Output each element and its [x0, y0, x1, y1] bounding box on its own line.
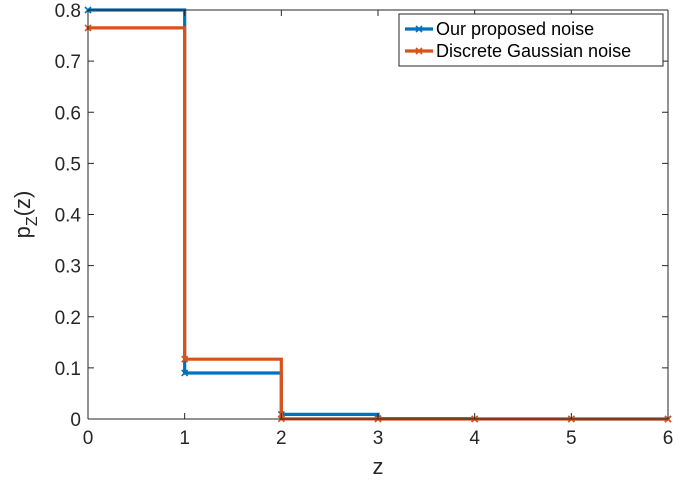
x-tick-label-6: 6 — [663, 428, 673, 449]
legend-label-0: Our proposed noise — [436, 19, 594, 39]
legend-label-1: Discrete Gaussian noise — [436, 41, 631, 61]
y-tick-label-1: 0.1 — [55, 359, 81, 380]
x-tick-label-4: 4 — [469, 428, 480, 449]
x-tick-label-1: 1 — [179, 428, 190, 449]
y-tick-label-8: 0.8 — [55, 1, 81, 22]
y-tick-label-5: 0.5 — [55, 154, 81, 175]
y-axis-label: pZ(z) — [10, 191, 41, 239]
series-1-point-1 — [181, 355, 189, 363]
x-tick-label-2: 2 — [276, 428, 287, 449]
y-tick-label-7: 0.7 — [55, 52, 81, 73]
legend-marker-1 — [415, 47, 423, 55]
y-tick-label-3: 0.3 — [55, 257, 81, 278]
x-tick-label-5: 5 — [566, 428, 577, 449]
legend-marker-0 — [415, 25, 423, 33]
series-0-point-1 — [181, 369, 189, 377]
plot-area — [88, 10, 668, 419]
y-tick-label-0: 0 — [70, 410, 81, 431]
y-tick-label-2: 0.2 — [55, 308, 81, 329]
x-tick-label-0: 0 — [83, 428, 94, 449]
x-axis-label: z — [373, 454, 384, 479]
legend-box — [398, 13, 664, 67]
y-tick-label-6: 0.6 — [55, 103, 81, 124]
y-tick-label-4: 0.4 — [55, 206, 82, 227]
x-tick-label-3: 3 — [373, 428, 384, 449]
